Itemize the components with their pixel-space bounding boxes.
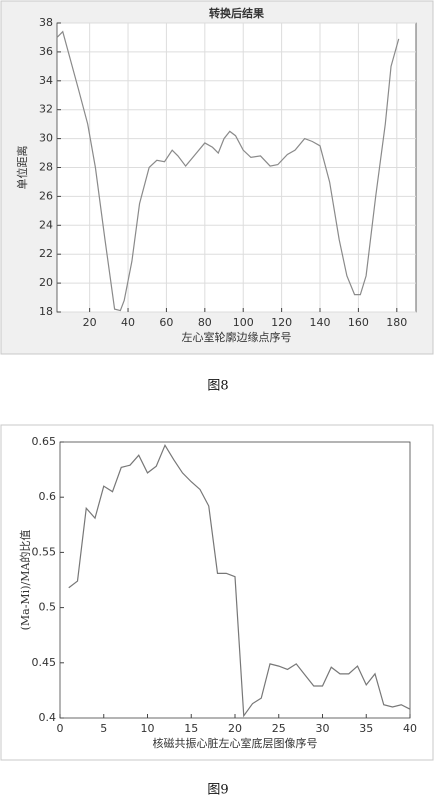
x-tick-label: 40 [403, 722, 417, 735]
x-tick-label: 20 [83, 316, 97, 329]
x-axis-label: 左心室轮廓边缘点序号 [182, 330, 292, 344]
y-tick-label: 22 [39, 247, 53, 260]
y-tick-label: 0.4 [39, 711, 57, 724]
x-tick-label: 40 [121, 316, 135, 329]
x-tick-label: 35 [359, 722, 373, 735]
y-tick-label: 0.55 [32, 545, 57, 558]
y-tick-label: 28 [39, 161, 53, 174]
data-line [68, 443, 411, 718]
x-tick-label: 100 [233, 316, 254, 329]
x-tick-label: 120 [271, 316, 292, 329]
x-tick-label: 5 [100, 722, 107, 735]
figure-caption: 图9 [207, 783, 228, 798]
x-tick-label: 20 [228, 722, 242, 735]
y-tick-label: 26 [39, 189, 53, 202]
x-axis-label: 核磁共振心脏左心室底层图像序号 [153, 736, 318, 750]
y-tick-label: 0.6 [39, 490, 57, 503]
x-tick-label: 140 [310, 316, 331, 329]
y-tick-label: 38 [39, 16, 53, 29]
y-tick-label: 34 [39, 74, 53, 87]
y-axis-label: (Ma-Mi)/MA的比值 [18, 530, 32, 631]
data-line [56, 30, 400, 312]
x-tick-label: 15 [184, 722, 198, 735]
x-tick-label: 160 [348, 316, 369, 329]
x-tick-label: 30 [316, 722, 330, 735]
y-tick-label: 0.5 [39, 601, 57, 614]
x-tick-label: 25 [272, 722, 286, 735]
y-tick-label: 36 [39, 45, 53, 58]
y-tick-label: 0.65 [32, 435, 57, 448]
figure-caption: 图8 [207, 379, 228, 394]
y-tick-label: 32 [39, 103, 53, 116]
y-tick-label: 24 [39, 218, 53, 231]
x-tick-label: 0 [57, 722, 64, 735]
x-tick-label: 180 [386, 316, 407, 329]
y-tick-label: 30 [39, 132, 53, 145]
x-tick-label: 60 [159, 316, 173, 329]
y-tick-label: 18 [39, 305, 53, 318]
x-tick-label: 80 [198, 316, 212, 329]
chart-title: 转换后结果 [209, 6, 264, 20]
y-axis-label: 单位距离 [15, 146, 29, 190]
y-tick-label: 20 [39, 276, 53, 289]
y-tick-label: 0.45 [32, 656, 57, 669]
x-tick-label: 10 [141, 722, 155, 735]
